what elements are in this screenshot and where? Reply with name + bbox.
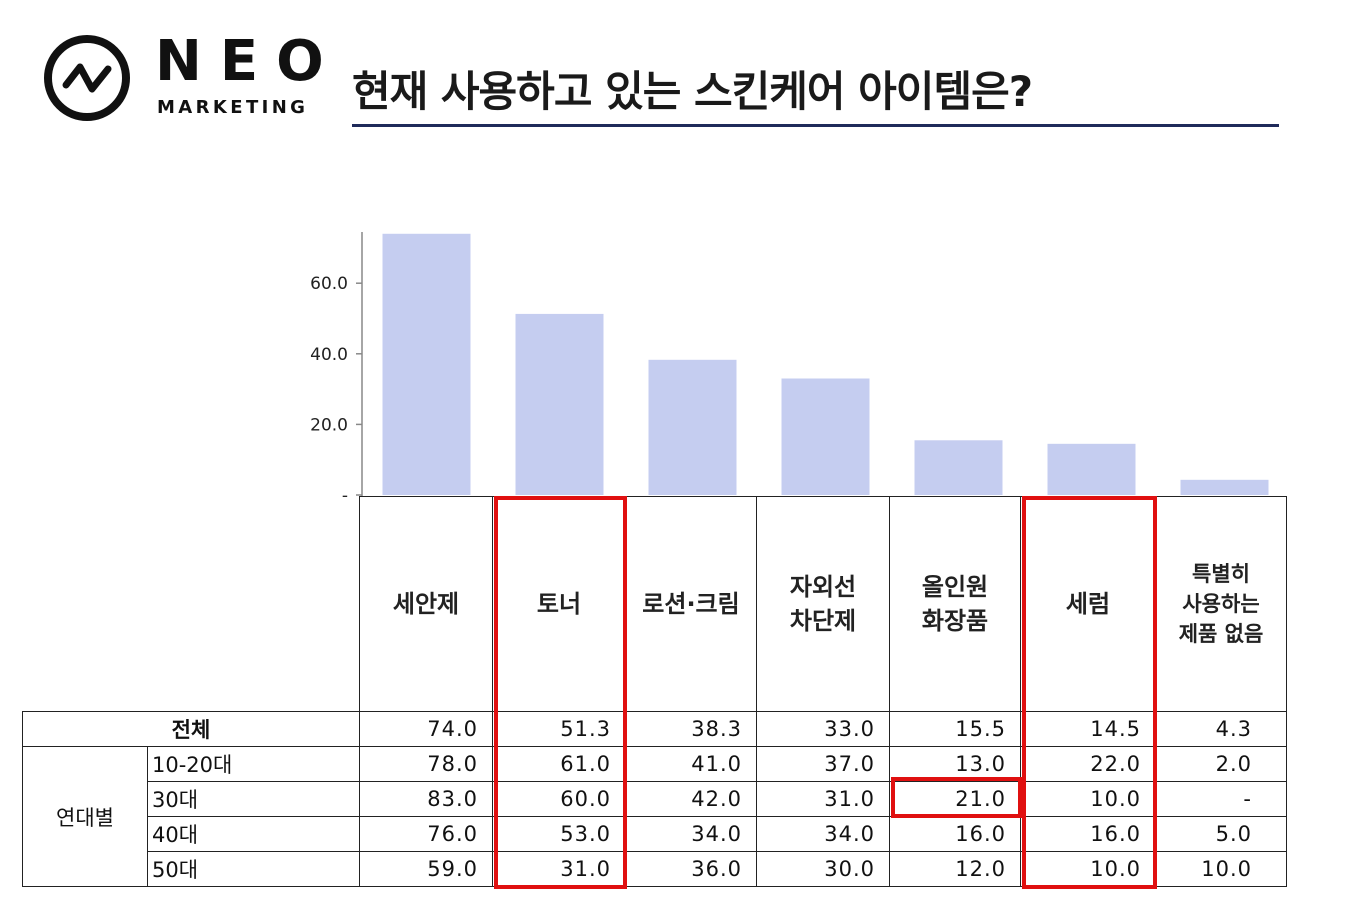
age-label: 50대 <box>147 851 360 887</box>
table-cell: 16.0 <box>889 816 1021 852</box>
table-cell: 59.0 <box>359 851 493 887</box>
table-cell: 21.0 <box>889 781 1021 817</box>
total-label: 전체 <box>22 711 360 747</box>
bar <box>1180 479 1269 495</box>
table-cell: - <box>1155 781 1287 817</box>
table-cell: 60.0 <box>492 781 626 817</box>
age-label: 40대 <box>147 816 360 852</box>
table-cell: 42.0 <box>625 781 757 817</box>
data-table: 세안제 토너 로션·크림 자외선 차단제 올인원 화장품 세럼 특별히 사용하는… <box>22 496 1287 887</box>
brand-name: NEO <box>155 29 342 94</box>
table-cell: 16.0 <box>1020 816 1156 852</box>
table-cell: 38.3 <box>625 711 757 747</box>
table-cell: 37.0 <box>756 746 890 782</box>
category-header: 로션·크림 <box>625 496 757 712</box>
table-row: 40대 76.0 53.0 34.0 34.0 16.0 16.0 5.0 <box>23 816 1287 852</box>
y-tick-label: 40.0 <box>310 345 348 365</box>
table-cell: 33.0 <box>756 711 890 747</box>
table-cell: 10.0 <box>1155 851 1287 887</box>
table-cell: 36.0 <box>625 851 757 887</box>
table-row: 30대 83.0 60.0 42.0 31.0 21.0 10.0 - <box>23 781 1287 817</box>
y-tick-label: 20.0 <box>310 415 348 435</box>
category-header: 세럼 <box>1020 496 1156 712</box>
bars <box>382 233 1269 495</box>
y-tick-label: 60.0 <box>310 274 348 294</box>
category-header: 자외선 차단제 <box>756 496 890 712</box>
bar <box>914 440 1003 495</box>
table-cell: 31.0 <box>756 781 890 817</box>
age-label: 10-20대 <box>147 746 360 782</box>
table-cell: 51.3 <box>492 711 626 747</box>
category-header: 특별히 사용하는 제품 없음 <box>1155 496 1287 712</box>
table-cell: 30.0 <box>756 851 890 887</box>
table-row: 연대별 10-20대 78.0 61.0 41.0 37.0 13.0 22.0… <box>22 746 1287 887</box>
age-label: 30대 <box>147 781 360 817</box>
total-row: 전체 74.0 51.3 38.3 33.0 15.5 14.5 4.3 <box>22 711 1287 747</box>
title-underline <box>352 124 1279 127</box>
table-cell: 12.0 <box>889 851 1021 887</box>
page-title: 현재 사용하고 있는 스킨케어 아이템은? <box>352 67 1033 116</box>
brand-subtitle: MARKETING <box>157 97 309 118</box>
table-cell: 34.0 <box>625 816 757 852</box>
bar <box>515 313 604 495</box>
neo-logo-icon <box>44 35 130 121</box>
table-cell: 13.0 <box>889 746 1021 782</box>
bar <box>382 233 471 495</box>
table-cell: 15.5 <box>889 711 1021 747</box>
header-row: 세안제 토너 로션·크림 자외선 차단제 올인원 화장품 세럼 특별히 사용하는… <box>22 496 1287 712</box>
category-header: 토너 <box>492 496 626 712</box>
header-blank-cell <box>22 496 360 712</box>
table-cell: 61.0 <box>492 746 626 782</box>
table-cell: 2.0 <box>1155 746 1287 782</box>
category-header: 세안제 <box>359 496 493 712</box>
table-cell: 74.0 <box>359 711 493 747</box>
table-cell: 53.0 <box>492 816 626 852</box>
table-cell: 41.0 <box>625 746 757 782</box>
table-cell: 22.0 <box>1020 746 1156 782</box>
table-cell: 83.0 <box>359 781 493 817</box>
table-cell: 14.5 <box>1020 711 1156 747</box>
table-cell: 76.0 <box>359 816 493 852</box>
table-cell: 10.0 <box>1020 781 1156 817</box>
bar <box>648 359 737 495</box>
y-axis-ticks: -20.040.060.0 <box>310 274 362 506</box>
table-cell: 4.3 <box>1155 711 1287 747</box>
table-cell: 34.0 <box>756 816 890 852</box>
age-group-label: 연대별 <box>22 746 148 887</box>
table-cell: 78.0 <box>359 746 493 782</box>
table-cell: 10.0 <box>1020 851 1156 887</box>
table-cell: 31.0 <box>492 851 626 887</box>
bar <box>781 378 870 495</box>
bar <box>1047 443 1136 495</box>
table-row: 50대 59.0 31.0 36.0 30.0 12.0 10.0 10.0 <box>23 851 1287 887</box>
table-cell: 5.0 <box>1155 816 1287 852</box>
category-header: 올인원 화장품 <box>889 496 1021 712</box>
